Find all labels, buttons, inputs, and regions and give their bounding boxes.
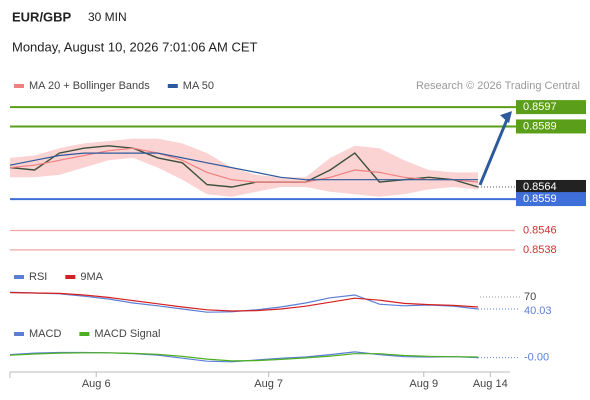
x-tick-label: Aug 9: [409, 378, 438, 390]
series-line: [9, 147, 479, 183]
last-value-label: 40.03: [524, 305, 552, 317]
symbol: EUR/GBP: [12, 9, 72, 24]
level-label: 0.8559: [523, 193, 557, 205]
legend-swatch: [65, 275, 76, 279]
legend-swatch: [14, 275, 24, 279]
legend-label: 9MA: [80, 271, 103, 283]
y-tick-label: 70: [524, 291, 536, 303]
series-line: [9, 152, 478, 181]
bollinger-band: [10, 138, 478, 197]
level-label: 0.8597: [523, 101, 557, 113]
x-tick-label: Aug 6: [82, 378, 111, 390]
legend-label: RSI: [29, 271, 47, 283]
x-tick-label: Aug 7: [254, 378, 283, 390]
price-label-box: [516, 179, 586, 194]
x-tick-label: Aug 14: [473, 378, 508, 390]
interval: 30 MIN: [88, 10, 127, 24]
series-line: [9, 292, 479, 312]
source: Research © 2026 Trading Central: [416, 80, 580, 92]
level-label: 0.8589: [523, 120, 557, 132]
legend-label: MA 20 + Bollinger Bands: [29, 80, 150, 92]
forecast-arrow: [478, 116, 510, 186]
arrow-head: [500, 111, 512, 124]
legend-swatch: [14, 84, 24, 88]
series-line: [9, 352, 479, 362]
legend-label: MACD: [29, 328, 61, 340]
last-value-label: -0.00: [524, 352, 549, 364]
legend-swatch: [167, 84, 178, 88]
level-label-box: [516, 192, 586, 207]
datetime: Monday, August 10, 2026 7:01:06 AM CET: [12, 39, 258, 54]
legend-label: MA 50: [183, 80, 214, 92]
level-label-box: [516, 100, 586, 115]
legend-swatch: [14, 332, 24, 336]
legend-swatch: [79, 332, 90, 336]
level-label: 0.8546: [523, 224, 557, 236]
price-label: 0.8564: [523, 181, 557, 193]
legend-label: MACD Signal: [94, 328, 160, 340]
level-label: 0.8538: [523, 244, 557, 256]
level-label-box: [516, 119, 586, 134]
